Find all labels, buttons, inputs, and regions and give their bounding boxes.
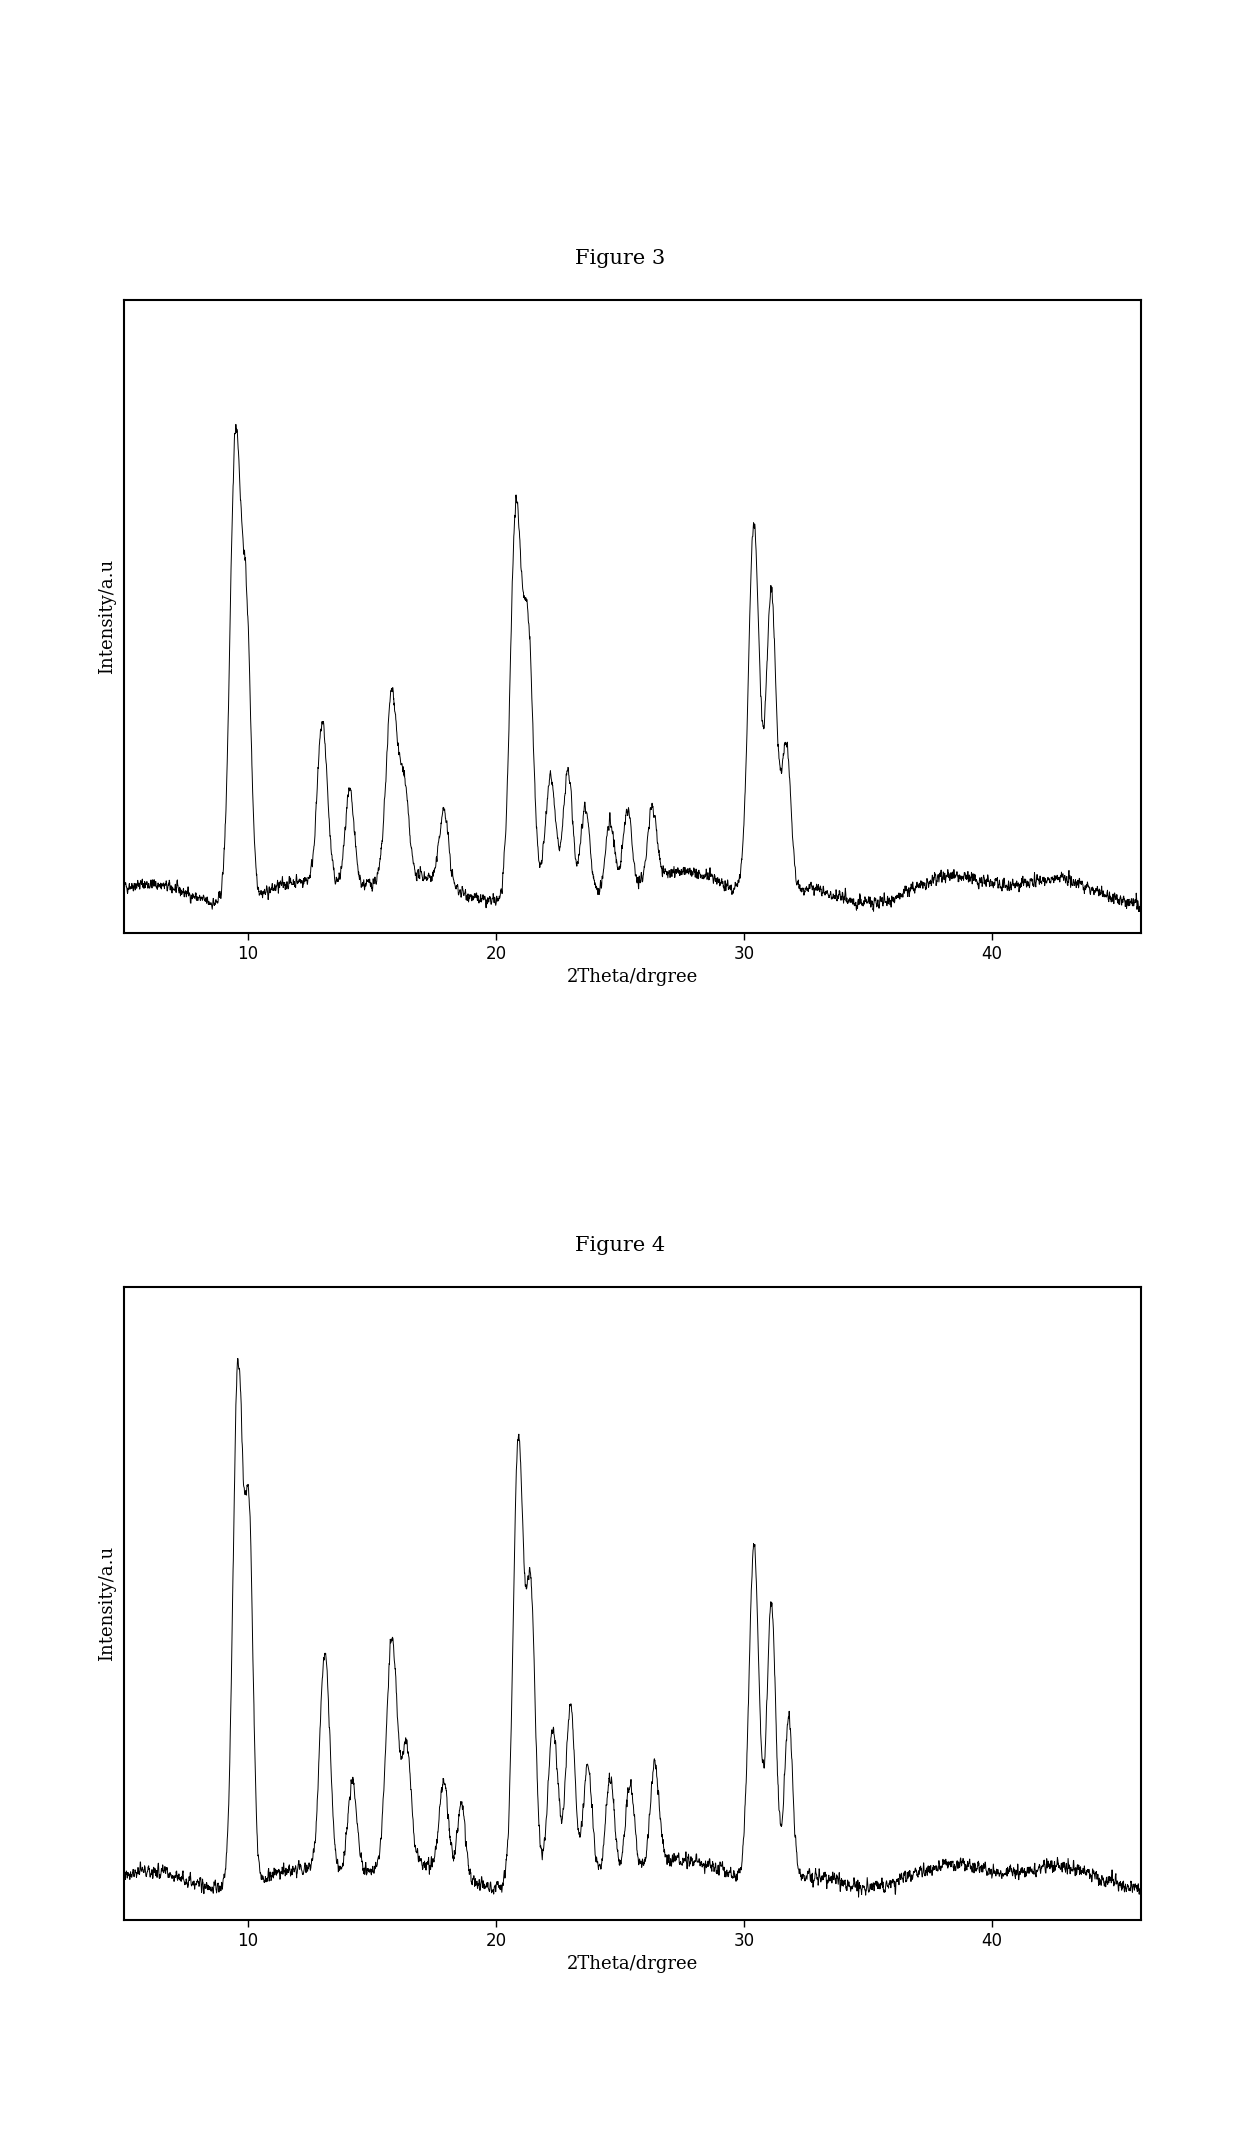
X-axis label: 2Theta/drgree: 2Theta/drgree — [567, 967, 698, 987]
Text: Figure 4: Figure 4 — [575, 1236, 665, 1255]
Y-axis label: Intensity/a.u: Intensity/a.u — [98, 1547, 115, 1660]
X-axis label: 2Theta/drgree: 2Theta/drgree — [567, 1954, 698, 1973]
Text: Figure 3: Figure 3 — [575, 249, 665, 268]
Y-axis label: Intensity/a.u: Intensity/a.u — [98, 560, 115, 674]
